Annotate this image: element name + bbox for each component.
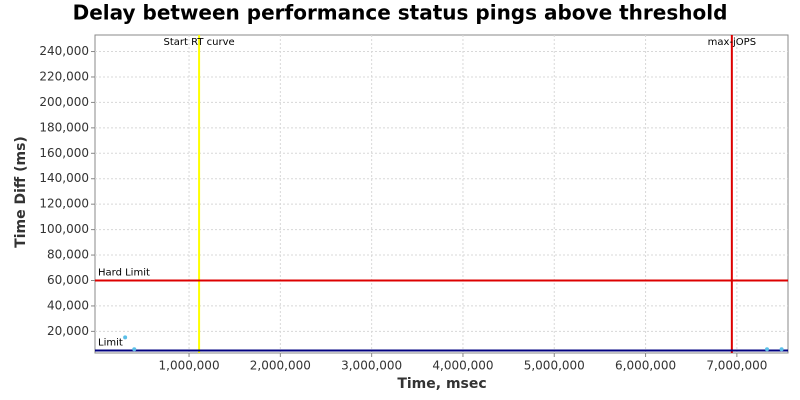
x-tick-label: 5,000,000 bbox=[524, 359, 585, 373]
x-tick-label: 4,000,000 bbox=[432, 359, 493, 373]
y-tick-label: 160,000 bbox=[39, 146, 89, 160]
marker-label: Limit bbox=[98, 337, 123, 348]
y-tick-label: 80,000 bbox=[47, 248, 89, 262]
point bbox=[132, 347, 137, 352]
y-tick-label: 200,000 bbox=[39, 95, 89, 109]
y-tick-label: 20,000 bbox=[47, 324, 89, 338]
point bbox=[123, 335, 128, 340]
y-tick-label: 100,000 bbox=[39, 222, 89, 236]
x-tick-label: 3,000,000 bbox=[341, 359, 402, 373]
x-tick-label: 1,000,000 bbox=[159, 359, 220, 373]
y-tick-label: 40,000 bbox=[47, 298, 89, 312]
x-tick-label: 7,000,000 bbox=[706, 359, 767, 373]
marker-label: Start RT curve bbox=[164, 37, 235, 48]
y-tick-label: 220,000 bbox=[39, 69, 89, 83]
plot-area bbox=[94, 34, 789, 354]
x-axis-label: Time, msec bbox=[397, 376, 486, 392]
x-tick-label: 6,000,000 bbox=[615, 359, 676, 373]
y-tick-label: 140,000 bbox=[39, 171, 89, 185]
y-tick-label: 120,000 bbox=[39, 197, 89, 211]
y-tick-label: 240,000 bbox=[39, 44, 89, 58]
y-tick-label: 60,000 bbox=[47, 273, 89, 287]
point bbox=[779, 347, 784, 352]
y-tick-label: 180,000 bbox=[39, 120, 89, 134]
marker-label: Hard Limit bbox=[98, 267, 150, 278]
y-axis-label: Time Diff (ms) bbox=[13, 136, 29, 248]
chart-title: Delay between performance status pings a… bbox=[73, 1, 728, 25]
point bbox=[765, 347, 769, 352]
x-tick-label: 2,000,000 bbox=[250, 359, 311, 373]
marker-label: max-jOPS bbox=[708, 37, 756, 48]
